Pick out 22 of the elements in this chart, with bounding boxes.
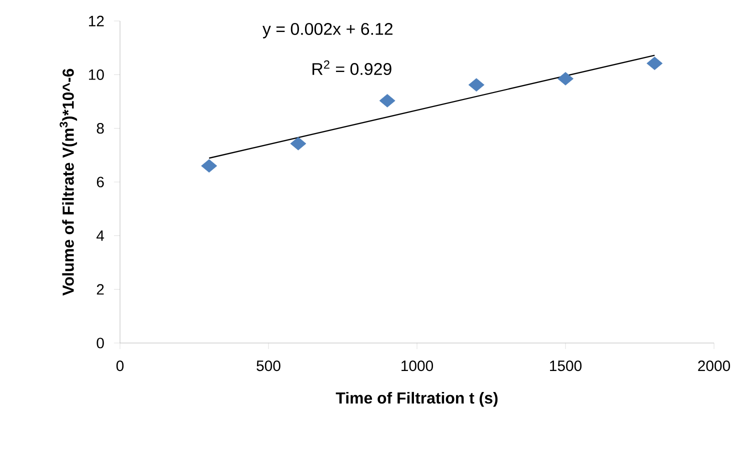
point xyxy=(379,94,396,108)
point xyxy=(646,56,663,70)
y-tick-label: 2 xyxy=(96,284,104,295)
x-axis-title: Time of Filtration t (s) xyxy=(336,392,498,407)
x-tick-label: 1000 xyxy=(402,360,434,372)
x-tick-label: 500 xyxy=(256,360,280,372)
y-tick-label: 6 xyxy=(96,176,104,188)
point xyxy=(201,159,218,173)
y-tick-label: 10 xyxy=(89,69,104,80)
point xyxy=(468,78,484,92)
x-tick-label: 2000 xyxy=(698,360,730,372)
y-tick-label: 8 xyxy=(96,123,104,134)
y-tick-label: 12 xyxy=(89,16,104,26)
annotation: y = 0.002x + 6.12 xyxy=(262,22,392,38)
point xyxy=(558,72,574,86)
point xyxy=(290,136,306,150)
y-tick-label: 4 xyxy=(96,230,104,241)
y-tick-label: 0 xyxy=(96,338,104,348)
x-tick-label: 1500 xyxy=(550,360,582,372)
annotation: R$^{2}$ = 0.929 xyxy=(312,60,392,76)
y-axis-title: Volume of Filtrate V(m$^{3}$)*10^-6 xyxy=(60,68,78,296)
x-tick-label: 0 xyxy=(116,360,124,372)
